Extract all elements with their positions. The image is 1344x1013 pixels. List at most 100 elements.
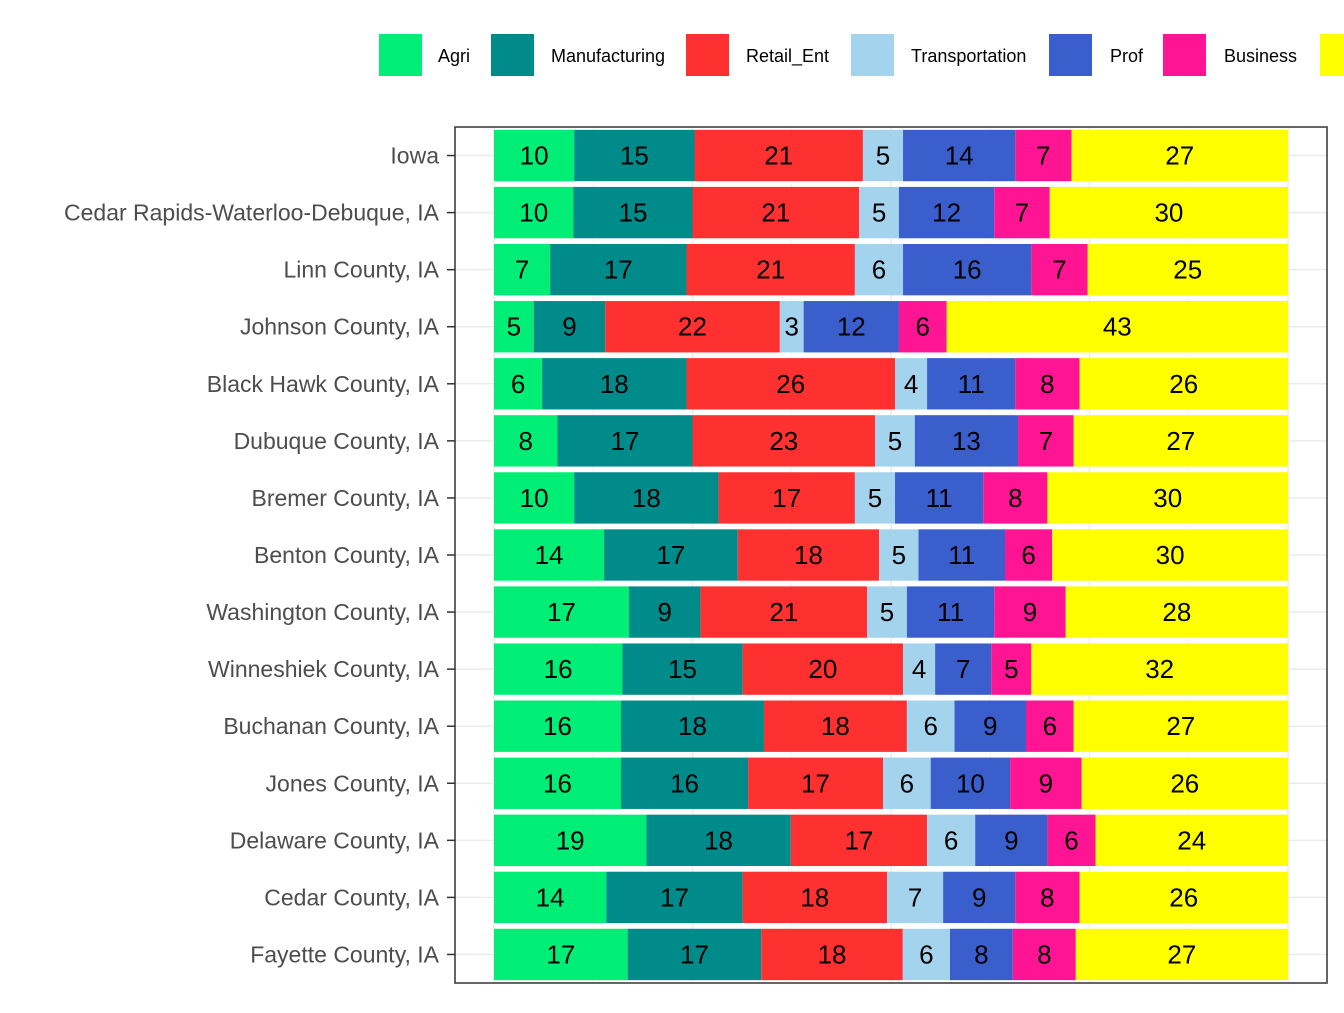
bar-segment (935, 643, 992, 695)
bar-segment (903, 129, 1016, 182)
data-label: 12 (932, 198, 961, 228)
data-label: 7 (1039, 426, 1053, 456)
bar-segment (1095, 814, 1288, 867)
bar-segment (494, 243, 551, 296)
bar-segment (1015, 871, 1080, 924)
bar-segment (1049, 186, 1288, 239)
data-label: 16 (953, 255, 982, 285)
data-label: 22 (678, 312, 707, 342)
legend-key (1163, 34, 1206, 76)
data-label: 17 (604, 255, 633, 285)
bar-segment (1079, 358, 1288, 410)
data-label: 27 (1166, 426, 1195, 456)
bar-segment (494, 415, 558, 467)
data-label: 6 (919, 939, 933, 969)
bar-segment (903, 243, 1032, 296)
legend-key (491, 34, 534, 76)
bar-segment (1018, 415, 1074, 467)
data-label: 5 (507, 312, 521, 342)
y-tick-label: Bremer County, IA (252, 485, 440, 511)
data-label: 14 (945, 141, 974, 171)
data-label: 10 (520, 483, 549, 513)
data-label: 21 (769, 597, 798, 627)
bar-segment (918, 529, 1005, 581)
bar-segment (737, 529, 880, 581)
data-label: 15 (618, 198, 647, 228)
data-label: 6 (872, 255, 886, 285)
bar-segment (895, 472, 984, 524)
data-label: 9 (657, 597, 671, 627)
legend-label: Prof (1110, 46, 1144, 66)
bar-segment (494, 301, 534, 353)
data-label: 16 (670, 768, 699, 798)
data-label: 18 (678, 711, 707, 741)
data-label: 9 (983, 711, 997, 741)
bar-segment (914, 415, 1019, 467)
data-label: 8 (1037, 939, 1051, 969)
data-label: 17 (801, 768, 830, 798)
legend: Agri Manufacturing Retail_Ent Transportatio… (379, 34, 1344, 76)
data-label: 7 (956, 654, 970, 684)
bar-segment (895, 358, 928, 410)
data-label: 5 (1004, 654, 1018, 684)
y-tick-label: Black Hawk County, IA (207, 371, 440, 397)
y-tick-label: Cedar Rapids-Waterloo-Debuque, IA (64, 200, 440, 226)
data-label: 25 (1173, 255, 1202, 285)
bar-segment (692, 415, 876, 467)
y-tick-label: Linn County, IA (283, 257, 439, 283)
legend-label: Business (1224, 46, 1297, 66)
bar-segment (898, 301, 947, 353)
data-label: 26 (776, 369, 805, 399)
data-label: 7 (1015, 198, 1029, 228)
data-label: 17 (656, 540, 685, 570)
data-label: 18 (818, 939, 847, 969)
bar-segment (692, 186, 860, 239)
bar-segment (494, 928, 628, 981)
data-label: 19 (556, 825, 585, 855)
data-label: 3 (785, 312, 799, 342)
bar-segment (927, 358, 1016, 410)
bar-segment (994, 186, 1050, 239)
bar-segment (1047, 814, 1096, 867)
bar-segment (494, 757, 622, 809)
data-label: 5 (892, 540, 906, 570)
data-label: 30 (1153, 483, 1182, 513)
bar-segment (606, 871, 743, 924)
bar-segment (646, 814, 791, 867)
bar-segment (790, 814, 928, 867)
y-tick-label: Jones County, IA (266, 770, 440, 796)
data-label: 6 (944, 825, 958, 855)
data-label: 11 (958, 369, 985, 399)
bar-segment (1087, 243, 1288, 296)
bar-segment (954, 700, 1026, 752)
data-label: 8 (1040, 369, 1054, 399)
data-label: 8 (974, 939, 988, 969)
data-label: 21 (764, 141, 793, 171)
data-label: 18 (704, 825, 733, 855)
data-label: 11 (937, 597, 964, 627)
data-label: 26 (1170, 768, 1199, 798)
data-label: 16 (544, 654, 573, 684)
data-label: 21 (761, 198, 790, 228)
bar-segment (946, 301, 1288, 353)
bar-segment (542, 358, 687, 410)
data-label: 16 (543, 768, 572, 798)
data-label: 6 (900, 768, 914, 798)
data-label: 14 (535, 540, 564, 570)
y-tick-label: Benton County, IA (254, 542, 440, 568)
data-label: 7 (1052, 255, 1066, 285)
data-label: 5 (872, 198, 886, 228)
data-label: 9 (1039, 768, 1053, 798)
bar-segment (550, 243, 687, 296)
data-label: 17 (611, 426, 640, 456)
bar-segment (1079, 871, 1288, 924)
bar-segment (1004, 529, 1053, 581)
legend-label: Transportation (911, 46, 1026, 66)
bar-segment (1081, 757, 1288, 809)
legend-key (686, 34, 729, 76)
bar-segment (763, 700, 907, 752)
data-label: 10 (520, 141, 549, 171)
data-label: 8 (1040, 882, 1054, 912)
